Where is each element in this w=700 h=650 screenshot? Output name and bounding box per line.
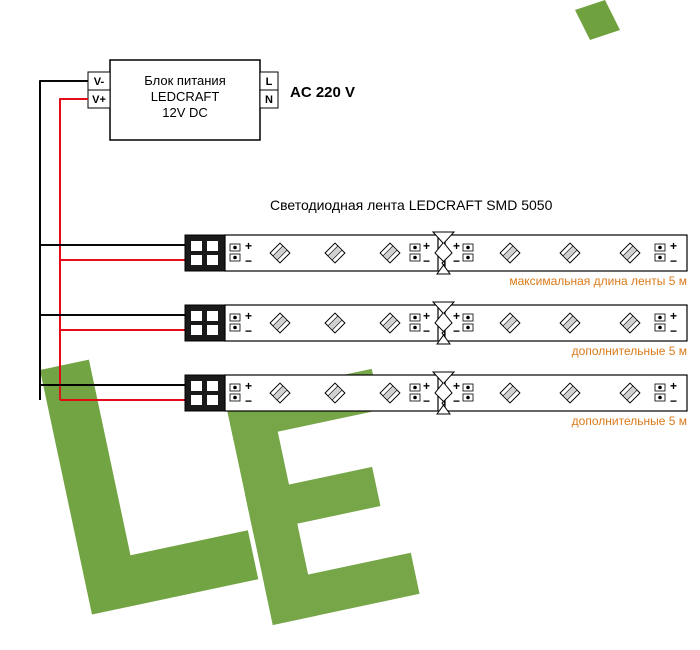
psu-term-n: N bbox=[265, 94, 273, 106]
ac-label: AC 220 V bbox=[290, 84, 355, 101]
strip-caption-2: дополнительные 5 м bbox=[572, 344, 687, 358]
section-title: Светодиодная лента LEDCRAFT SMD 5050 bbox=[270, 197, 553, 213]
wire-negative-bus bbox=[40, 81, 88, 400]
led-strip-2: дополнительные 5 м bbox=[185, 302, 687, 358]
wiring-diagram: Блок питания LEDCRAFT 12V DC V- V+ L N A… bbox=[0, 0, 700, 650]
psu-label-3: 12V DC bbox=[162, 105, 208, 120]
psu-term-vplus: V+ bbox=[92, 94, 106, 106]
wire-positive-bus bbox=[60, 99, 88, 384]
psu-term-l: L bbox=[266, 76, 273, 88]
strip-caption-3: дополнительные 5 м bbox=[572, 414, 687, 428]
led-strip-1: максимальная длина ленты 5 м bbox=[185, 232, 687, 288]
strip-caption-1: максимальная длина ленты 5 м bbox=[509, 274, 687, 288]
psu-label-2: LEDCRAFT bbox=[151, 89, 220, 104]
power-supply-block: Блок питания LEDCRAFT 12V DC V- V+ L N A… bbox=[88, 60, 355, 140]
psu-term-vminus: V- bbox=[94, 76, 105, 88]
psu-label-1: Блок питания bbox=[144, 73, 225, 88]
